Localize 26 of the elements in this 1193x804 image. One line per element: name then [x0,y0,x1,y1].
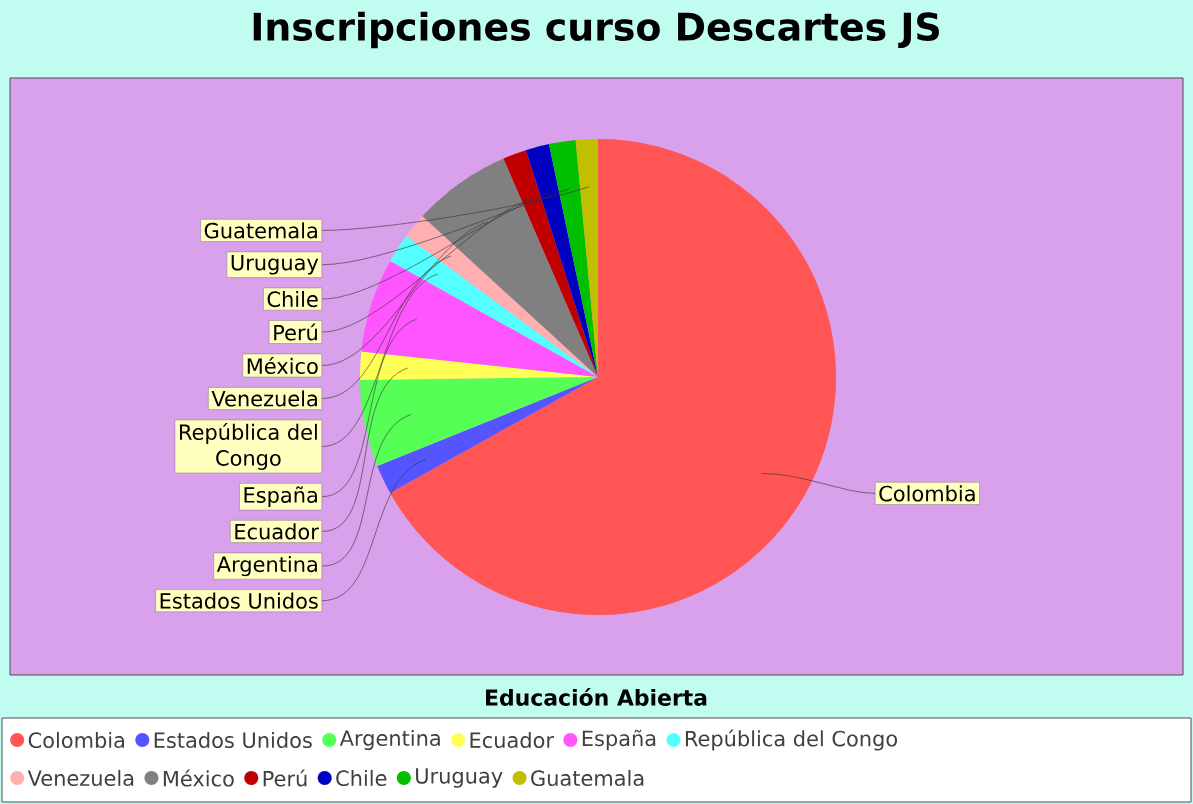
legend-label: Uruguay [416,768,503,788]
legend-label: Venezuela [27,769,134,787]
chart-title: Inscripciones curso Descartes JS [253,11,939,49]
legend-label: Chile [336,769,387,787]
legend-label: México [163,769,234,787]
slice-label: Perú [274,323,317,341]
slice-label: Uruguay [231,254,319,275]
slice-label: México [247,356,318,374]
legend-label: Perú [263,769,307,787]
legend-label: República del Congo [685,729,898,751]
legend-label: Ecuador [470,731,555,749]
slice-label: República del Congo [180,422,317,470]
legend-label: Colombia [28,731,125,749]
legend-label: Guatemala [531,769,644,787]
slice-label: Colombia [879,485,975,502]
text: Educación Abierta [486,688,707,706]
slice-label: Argentina [216,555,317,577]
slice-label: Guatemala [204,222,317,239]
slice-label: Ecuador [235,523,319,540]
legend-label: España [582,729,656,751]
slice-label: Estados Unidos [160,592,318,609]
slice-label: España [244,486,317,507]
legend-label: Estados Unidos [154,731,312,749]
legend-label: Argentina [339,729,440,751]
slice-label: Chile [267,290,318,308]
slice-label: Venezuela [211,390,317,407]
